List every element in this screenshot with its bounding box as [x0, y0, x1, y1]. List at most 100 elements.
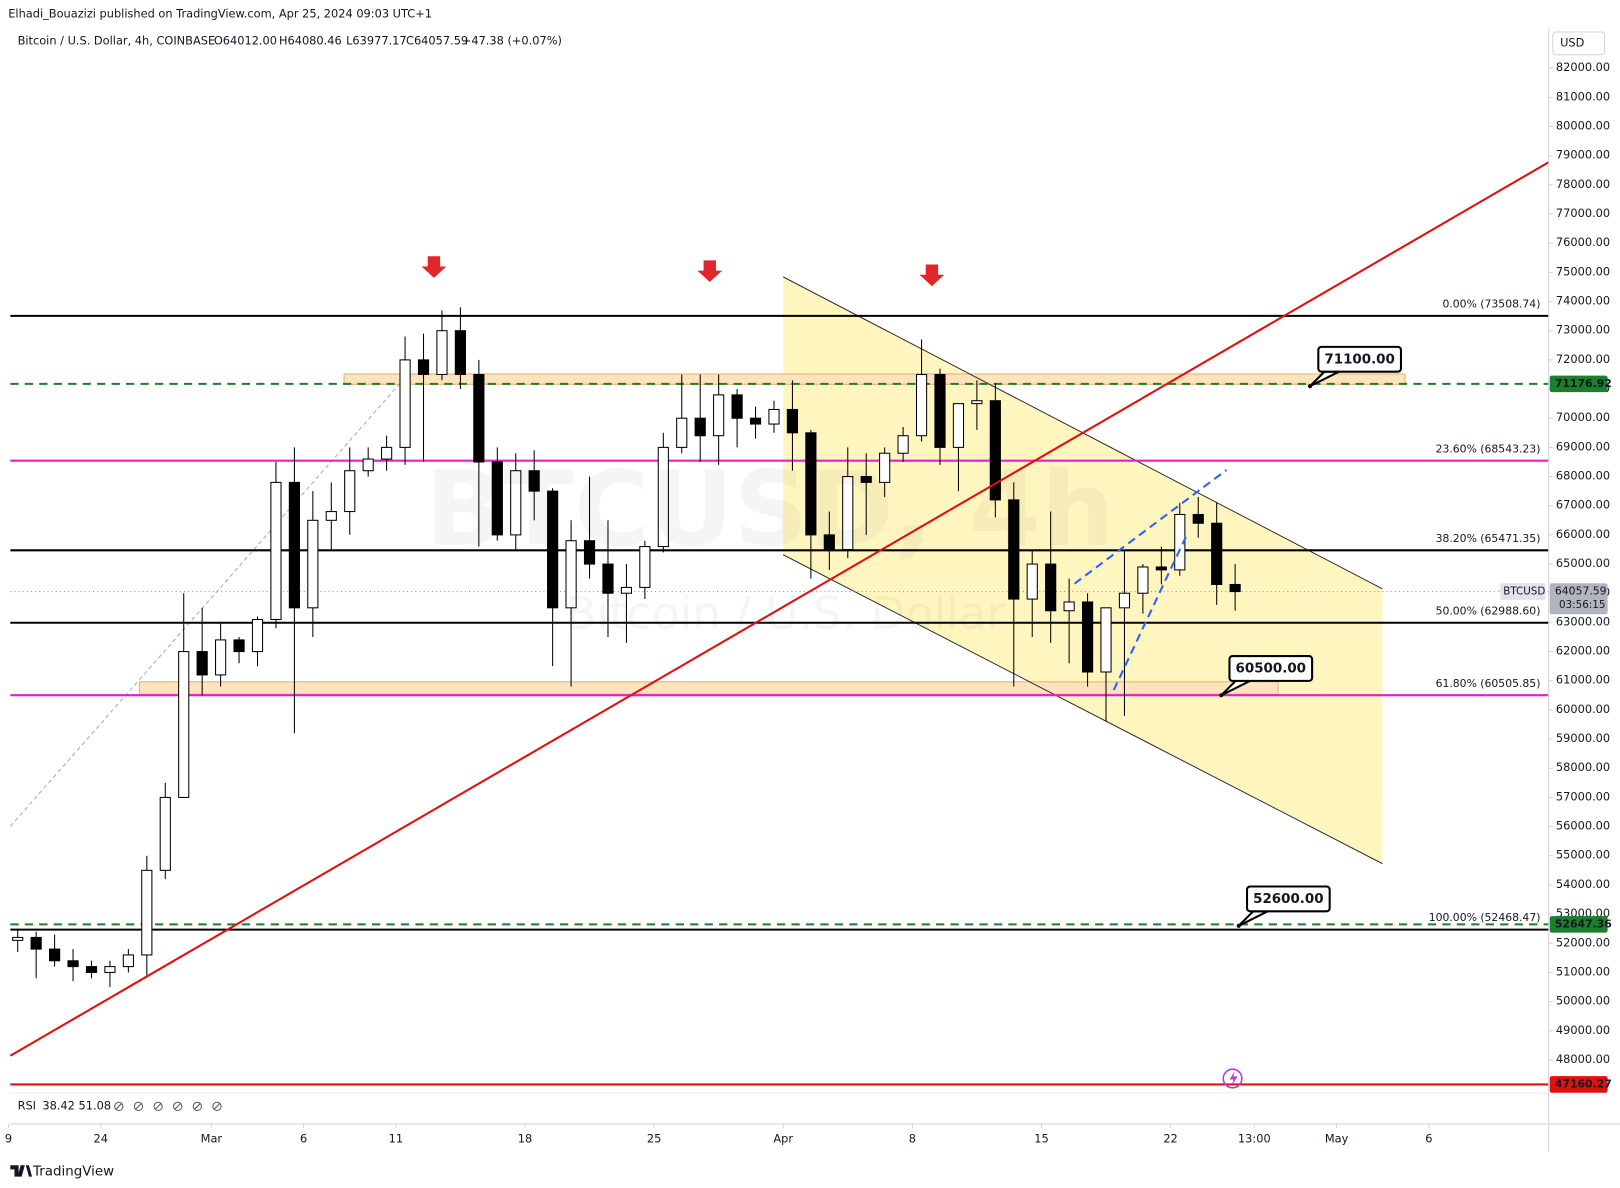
candle-body — [971, 400, 983, 405]
candle-body — [325, 511, 337, 521]
y-tick-label: 51000.00 — [1556, 964, 1610, 978]
candle-body — [1211, 522, 1223, 586]
candle-body — [196, 651, 208, 676]
fib-label: 100.00% (52468.47) — [1429, 911, 1541, 924]
candle-body — [399, 359, 411, 448]
candle-body — [417, 359, 430, 375]
channel-fill — [783, 276, 1383, 864]
candle-body — [547, 490, 559, 609]
alert-bolt — [1229, 1071, 1238, 1086]
candle-body — [1008, 499, 1020, 600]
candle-body — [436, 330, 448, 375]
symbol: Bitcoin / U.S. Dollar, 4h, COINBASE — [18, 33, 216, 47]
last-price: 64057.59 — [1555, 585, 1607, 598]
price-label: 71176.92 — [1555, 377, 1612, 390]
y-tick-label: 74000.00 — [1556, 294, 1610, 308]
candle-body — [934, 373, 946, 448]
x-tick-label: 8 — [909, 1131, 916, 1145]
symbol-box — [1500, 583, 1546, 600]
y-tick-label: 69000.00 — [1556, 439, 1610, 453]
candle-body — [454, 330, 466, 375]
fib-label: 61.80% (60505.85) — [1436, 677, 1541, 690]
y-tick-label: 72000.00 — [1556, 352, 1610, 366]
callout-anchor — [1219, 693, 1224, 698]
callout-label: 71100.00 — [1324, 352, 1394, 367]
fib-label: 50.00% (62988.60) — [1436, 604, 1541, 617]
callout-label: 60500.00 — [1236, 661, 1306, 676]
candle-body — [1118, 592, 1131, 609]
candle-body — [786, 408, 799, 434]
candle-body — [381, 446, 393, 460]
wedge-upper — [1073, 469, 1227, 585]
y-tick-label: 55000.00 — [1556, 848, 1610, 862]
candle-body — [1045, 563, 1057, 612]
price-label-box — [1549, 1076, 1608, 1093]
candle-body — [307, 519, 319, 609]
y-tick-label: 81000.00 — [1556, 89, 1610, 103]
callout-box — [1245, 885, 1331, 913]
candle-body — [620, 586, 633, 594]
x-tick-label: 15 — [1034, 1131, 1048, 1145]
watermark-subtitle: Bitcoin / U.S. Dollar — [565, 587, 1005, 640]
last-price-box — [1549, 583, 1608, 615]
candle-body — [122, 954, 134, 968]
candle-body — [860, 476, 872, 483]
candle-body — [952, 403, 965, 448]
candle-body — [915, 373, 928, 437]
candle-body — [1155, 566, 1167, 571]
x-tick-label: 18 — [518, 1131, 532, 1145]
indicator-value: 38.42 — [42, 1098, 75, 1112]
y-tick-label: 65000.00 — [1556, 556, 1610, 570]
y-tick-label: 70000.00 — [1556, 410, 1610, 424]
candle-body — [583, 540, 596, 565]
x-tick-label: 6 — [300, 1131, 307, 1145]
y-tick-label: 77000.00 — [1556, 206, 1610, 220]
price-label-box — [1549, 375, 1608, 393]
y-tick-label: 80000.00 — [1556, 119, 1610, 133]
candle-body — [288, 481, 300, 609]
fib-label: 0.00% (73508.74) — [1442, 298, 1540, 311]
channel-lower — [782, 554, 1383, 865]
callout-box — [1317, 345, 1403, 373]
y-tick-label: 59000.00 — [1556, 731, 1610, 745]
candle-body — [1192, 513, 1204, 524]
arrow-down — [919, 264, 945, 287]
y-tick-label: 48000.00 — [1556, 1052, 1610, 1066]
y-tick-label: 50000.00 — [1556, 994, 1610, 1008]
candle-body — [731, 394, 743, 419]
x-tick-label: 24 — [93, 1131, 107, 1145]
candle-body — [1229, 583, 1241, 593]
y-tick-label: 76000.00 — [1556, 235, 1610, 249]
candle-body — [528, 470, 540, 492]
indicator-name: RSI — [18, 1098, 36, 1112]
alert-icon[interactable] — [1222, 1068, 1243, 1089]
candle-body — [251, 618, 264, 653]
candle-body — [85, 966, 98, 973]
y-tick-label: 63000.00 — [1556, 614, 1610, 628]
support-zone — [138, 681, 1279, 695]
change: +47.38 (+0.07%) — [462, 33, 562, 47]
candles — [12, 307, 1241, 988]
candle-body — [602, 563, 614, 594]
resistance-zone — [343, 373, 1406, 385]
candle-body — [1026, 563, 1038, 600]
y-tick-label: 82000.00 — [1556, 60, 1610, 74]
candle-body — [1081, 601, 1094, 673]
candle-body — [805, 432, 817, 536]
candle-body — [1063, 601, 1075, 612]
drawings-front: 71100.00 60500.00 52600.00 — [9, 161, 1550, 1089]
y-tick-label: 68000.00 — [1556, 469, 1610, 483]
candle-body — [694, 417, 706, 437]
candle-body — [473, 373, 485, 463]
levels: 0.00% (73508.74) 23.60% (68543.23) 38.20% … — [10, 298, 1549, 1086]
candle-body — [1137, 566, 1149, 594]
drawings-back — [9, 276, 1406, 865]
x-tick-label: 25 — [647, 1131, 661, 1145]
candle-body — [49, 948, 61, 962]
currency-box[interactable] — [1552, 31, 1606, 56]
y-tick-label: 54000.00 — [1556, 877, 1610, 891]
y-tick-label: 49000.00 — [1556, 1023, 1610, 1037]
red-trendline — [9, 161, 1550, 1057]
candle-body — [215, 639, 227, 676]
